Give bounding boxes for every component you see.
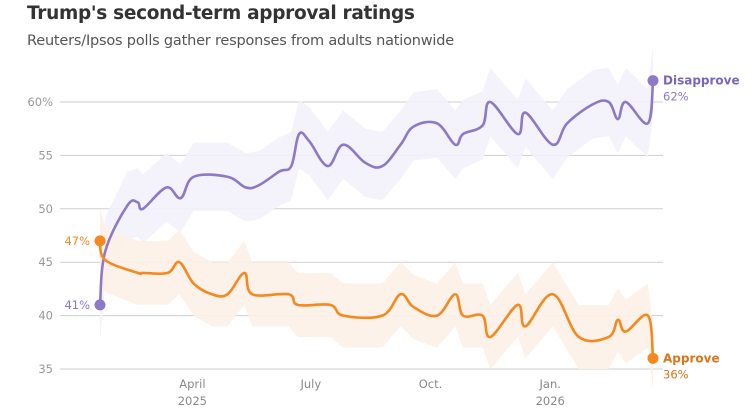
start-point-approve — [94, 235, 106, 247]
y-tick-label: 40 — [38, 309, 53, 323]
chart-title: Trump's second-term approval ratings — [27, 3, 415, 24]
x-tick-label: Jan. — [539, 377, 561, 391]
x-tick-label: July — [299, 377, 321, 391]
start-label: 47% — [64, 234, 90, 248]
end-point-disapprove — [647, 75, 659, 87]
series-line-disapprove — [98, 80, 655, 306]
x-tick-label: April — [179, 377, 205, 391]
confidence-band-approve — [100, 208, 653, 391]
end-point-approve — [647, 352, 659, 364]
x-tick-sublabel: 2025 — [178, 394, 207, 408]
x-tick-sublabel: 2026 — [536, 394, 565, 408]
x-tick-label: Oct. — [419, 377, 443, 391]
series-name-label: Disapprove — [663, 74, 740, 88]
end-label: 36% — [663, 367, 689, 381]
start-point-disapprove — [94, 299, 106, 311]
y-tick-label: 45 — [38, 255, 53, 269]
y-tick-label: 50 — [38, 202, 53, 216]
series-line-approve — [98, 240, 655, 359]
series-name-label: Approve — [663, 351, 720, 365]
end-label: 62% — [663, 90, 689, 104]
y-tick-label: 60% — [27, 95, 53, 109]
y-tick-label: 35 — [38, 362, 53, 376]
confidence-band-disapprove — [100, 46, 653, 340]
start-label: 41% — [64, 298, 90, 312]
chart-subtitle: Reuters/Ipsos polls gather responses fro… — [27, 33, 454, 49]
y-tick-label: 55 — [38, 148, 53, 162]
